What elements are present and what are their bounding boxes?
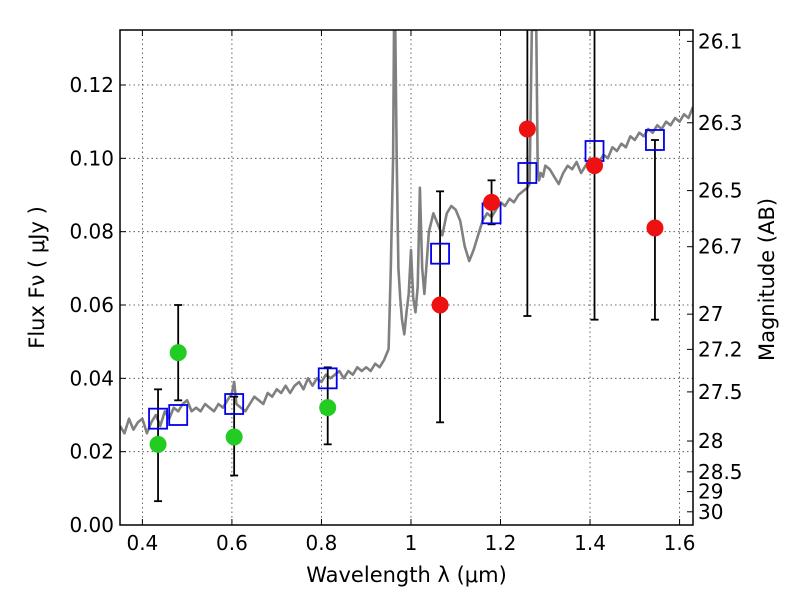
observed-point	[225, 428, 243, 446]
y-axis-label: Flux Fν ( μJy )	[25, 206, 49, 349]
x-tick-label: 1	[405, 531, 418, 555]
x-tick-label: 1.6	[664, 531, 696, 555]
model-photometry-square	[517, 162, 538, 184]
y-tick-label: 0.06	[69, 293, 114, 317]
model-photometry-square	[645, 129, 665, 151]
y-tick-label: 0.12	[69, 73, 114, 97]
plot-frame	[119, 29, 694, 526]
x-tick-label: 0.4	[126, 531, 158, 555]
observed-point	[431, 296, 449, 314]
observed-point	[319, 399, 337, 417]
y-tick-label: 0.10	[69, 146, 114, 170]
right-tick-label: 26.7	[698, 235, 743, 259]
right-tick-label: 28.5	[698, 460, 743, 484]
observed-point	[646, 219, 664, 237]
observed-point	[483, 193, 501, 211]
grid-lines	[120, 30, 693, 525]
x-tick-label: 0.8	[306, 531, 338, 555]
right-tick-label: 27	[698, 302, 723, 326]
x-axis-label: Wavelength λ (μm)	[306, 563, 507, 587]
x-tick-label: 0.6	[216, 531, 248, 555]
y-tick-label: 0.02	[69, 440, 114, 464]
right-tick-label: 26.3	[698, 111, 743, 135]
model-photometry-square	[430, 242, 450, 265]
right-tick-label: 27.2	[698, 337, 743, 361]
x-tick-label: 1.4	[574, 531, 606, 555]
observed-point	[149, 435, 167, 453]
model-photometry-square	[224, 393, 245, 415]
model-photometry-square	[148, 407, 168, 430]
right-tick-label: 27.5	[698, 380, 743, 404]
right-tick-label: 29	[698, 480, 723, 504]
observed-point	[169, 344, 187, 362]
y-tick-label: 0.08	[69, 220, 114, 244]
right-tick-label: 26.5	[698, 179, 743, 203]
right-tick-label: 26.1	[698, 29, 743, 53]
observed-point	[586, 157, 604, 175]
x-tick-label: 1.2	[485, 531, 517, 555]
right-tick-label: 28	[698, 429, 723, 453]
right-axis-label: Magnitude (AB)	[755, 198, 779, 361]
observed-point	[518, 120, 536, 138]
model-photometry-square	[317, 367, 338, 390]
y-tick-label: 0.00	[69, 513, 114, 537]
markers	[148, 120, 665, 453]
model-photometry-square	[168, 404, 189, 426]
axis-ticks: 0.4 0.6 0.8 1 1.2 1.4 1.6 0.00 0.02 0.04 0.06 0.08 0…	[69, 29, 742, 555]
y-tick-label: 0.04	[69, 366, 114, 390]
right-tick-label: 30	[698, 500, 723, 524]
